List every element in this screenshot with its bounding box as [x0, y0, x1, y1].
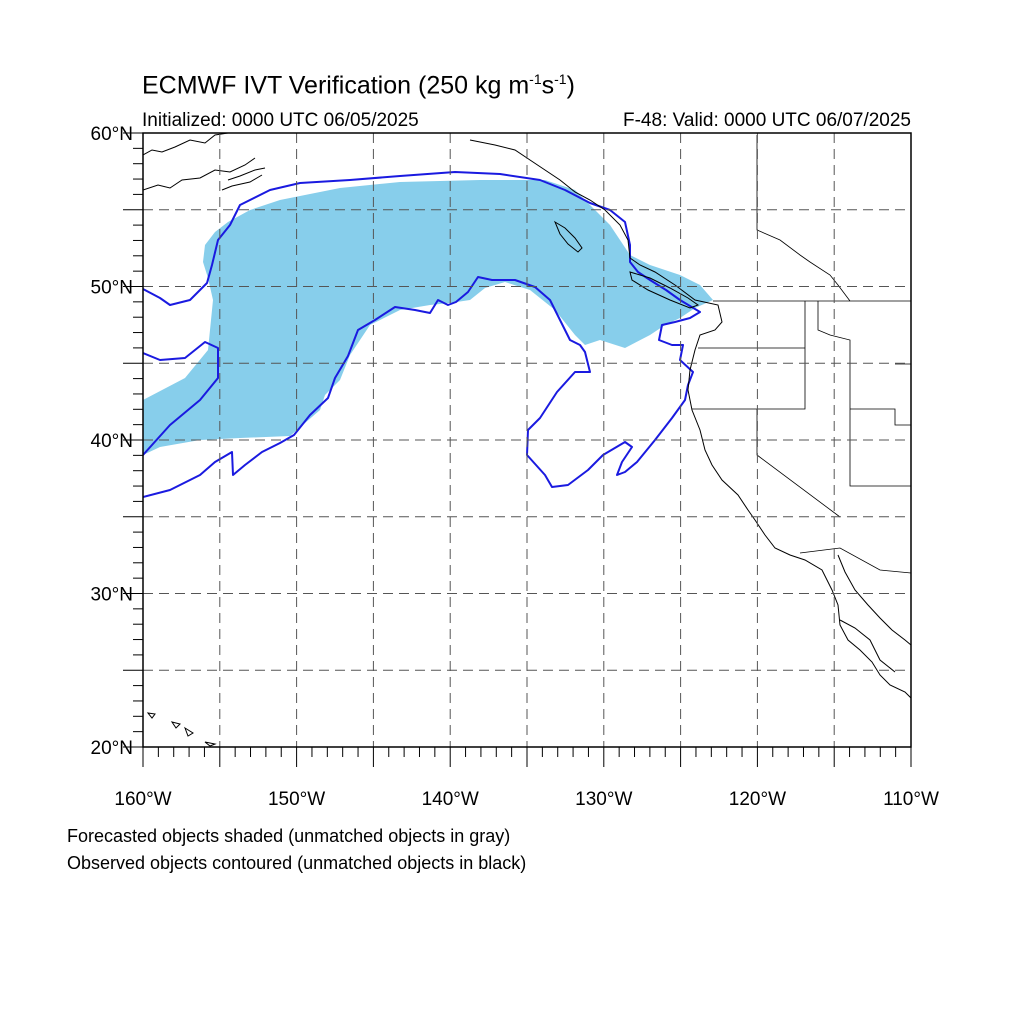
- baja-gulf-coastline: [837, 554, 911, 673]
- axis-ticks: [123, 132, 912, 767]
- alaska-coastline: [143, 133, 266, 191]
- state-borders: [692, 135, 911, 518]
- latitude-labels: 20°N 30°N 40°N 50°N 60°N: [91, 124, 133, 759]
- init-time-label: Initialized: 0000 UTC 06/05/2025: [142, 110, 419, 131]
- observed-ivt-contour: [143, 171, 701, 498]
- lon-tick-label: 150°W: [268, 789, 325, 810]
- lat-tick-label: 60°N: [91, 124, 133, 145]
- footnote-observed: Observed objects contoured (unmatched ob…: [67, 853, 527, 873]
- lat-tick-label: 40°N: [91, 431, 133, 452]
- longitude-labels: 160°W 150°W 140°W 130°W 120°W 110°W: [114, 789, 939, 810]
- lon-tick-label: 160°W: [114, 789, 171, 810]
- forecast-ivt-object: [143, 180, 713, 455]
- page-title: ECMWF IVT Verification (250 kg m-1s-1): [142, 71, 575, 100]
- lon-tick-label: 130°W: [575, 789, 632, 810]
- hawaii-islands: [146, 712, 217, 747]
- observed-ivt-contour-edge: [143, 341, 219, 456]
- footnote-forecast: Forecasted objects shaded (unmatched obj…: [67, 826, 511, 846]
- lat-tick-label: 50°N: [91, 278, 133, 299]
- haida-gwaii: [553, 220, 583, 253]
- lon-tick-label: 110°W: [883, 789, 939, 810]
- us-mexico-border: [799, 547, 911, 574]
- lon-tick-label: 140°W: [422, 789, 479, 810]
- lon-tick-label: 120°W: [729, 789, 786, 810]
- gridlines: [143, 133, 911, 747]
- valid-time-label: F-48: Valid: 0000 UTC 06/07/2025: [623, 110, 911, 131]
- vancouver-island: [629, 271, 700, 309]
- lat-tick-label: 30°N: [91, 585, 133, 606]
- north-america-coastline: [469, 139, 911, 699]
- lat-tick-label: 20°N: [91, 738, 133, 759]
